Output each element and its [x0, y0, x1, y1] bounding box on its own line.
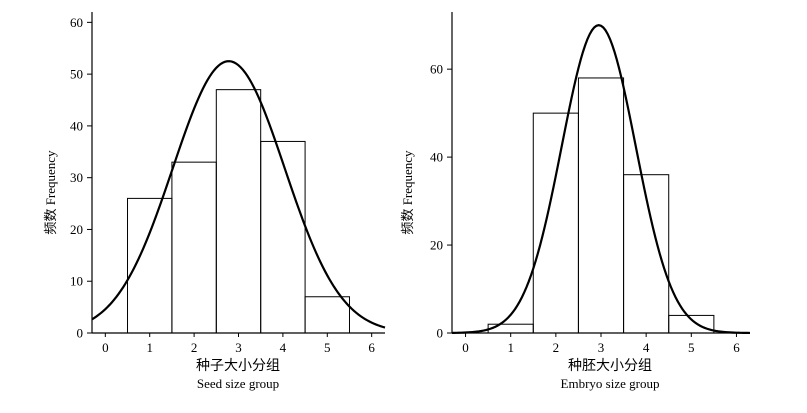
- embryo-bar-3: [577, 77, 625, 334]
- seed-x-tick-label: 4: [280, 340, 287, 355]
- embryo-y-tick-label: 60: [430, 62, 443, 77]
- seed-x-tick-label: 0: [102, 340, 109, 355]
- embryo-x-tick-label: 3: [598, 340, 605, 355]
- embryo-x-tick-label: 1: [507, 340, 514, 355]
- seed-bar-5: [304, 296, 350, 334]
- embryo-x-axis-label-cn: 种胚大小分组: [568, 358, 652, 374]
- seed-size-histogram-panel: 0 10 20 30 40 50 60 0 1 2 3 4 5 6 种子大小分组 Seed size grou…: [43, 12, 386, 391]
- seed-bar-3: [215, 89, 262, 334]
- embryo-y-tick-label: 0: [437, 326, 444, 341]
- embryo-y-tick-label: 20: [430, 238, 443, 253]
- embryo-x-tick-label: 6: [733, 340, 740, 355]
- embryo-x-tick-label: 5: [688, 340, 695, 355]
- embryo-size-histogram-panel: 0 20 40 60 0 1 2 3 4 5 6 种胚大小分组 Embryo size group 频数 …: [400, 12, 751, 391]
- seed-y-tick-label: 0: [77, 326, 84, 341]
- seed-x-axis-label-en: Seed size group: [197, 376, 279, 391]
- seed-bar-4: [260, 140, 306, 334]
- seed-x-tick-label: 1: [146, 340, 153, 355]
- embryo-bar-2: [532, 112, 579, 334]
- seed-y-tick-label: 10: [70, 274, 83, 289]
- seed-normal-curve: [91, 60, 386, 329]
- seed-y-axis-label: 频数 Frequency: [43, 150, 58, 235]
- embryo-x-axis-label-en: Embryo size group: [561, 376, 660, 391]
- seed-x-tick-label: 2: [191, 340, 198, 355]
- embryo-bar-1: [487, 323, 534, 334]
- seed-y-tick-label: 30: [70, 170, 83, 185]
- seed-y-tick-label: 60: [70, 15, 83, 30]
- embryo-x-tick-label: 4: [643, 340, 650, 355]
- seed-x-tick-label: 3: [235, 340, 242, 355]
- seed-x-tick-label: 6: [368, 340, 375, 355]
- seed-bar-2: [171, 161, 217, 334]
- embryo-y-tick-label: 40: [430, 150, 443, 165]
- seed-x-axis-label-cn: 种子大小分组: [196, 358, 280, 374]
- embryo-x-tick-label: 0: [462, 340, 469, 355]
- seed-y-tick-label: 50: [70, 67, 83, 82]
- seed-y-tick-label: 40: [70, 118, 83, 133]
- seed-x-tick-label: 5: [324, 340, 331, 355]
- embryo-y-axis-label: 频数 Frequency: [400, 150, 415, 235]
- seed-y-tick-label: 20: [70, 222, 83, 237]
- embryo-normal-curve: [451, 24, 751, 335]
- embryo-x-tick-label: 2: [553, 340, 560, 355]
